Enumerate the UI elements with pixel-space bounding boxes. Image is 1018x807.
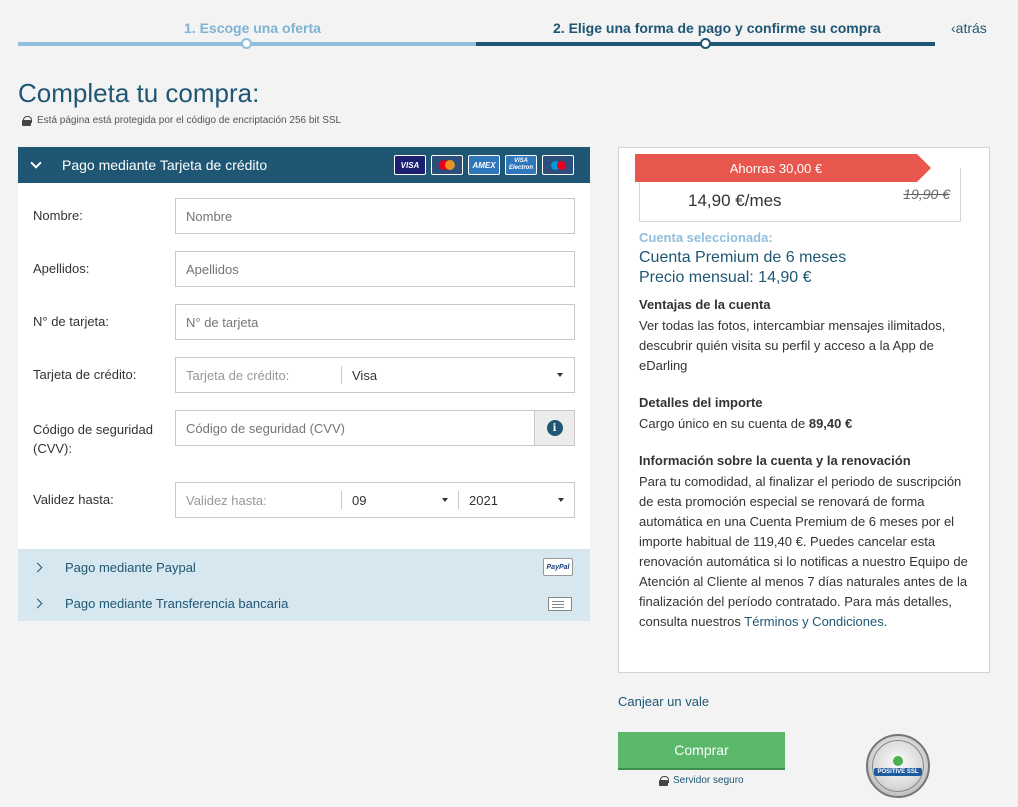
chevron-left-icon: ‹ [951,20,956,36]
checkout-progress: 1. Escoge una oferta 2. Elige una forma … [0,0,1018,60]
expiry-month-select[interactable]: 09 [342,483,458,517]
order-summary-panel: 14,90 €/mes 19,90 € Ahorras 30,00 € Cuen… [618,147,990,673]
renewal-info-text: Para tu comodidad, al finalizar el perio… [639,472,979,632]
ssl-note-text: Está página está protegida por el código… [37,115,342,126]
credit-card-section-title: Pago mediante Tarjeta de crédito [62,157,268,173]
renewal-info-body: Para tu comodidad, al finalizar el perio… [639,474,968,629]
nombre-label: Nombre: [33,208,83,223]
info-icon: i [546,420,563,436]
expiry-month-value: 09 [352,492,367,508]
payment-methods-panel: Pago mediante Tarjeta de crédito VISA AM… [18,147,590,621]
charge-amount: 89,40 € [808,416,853,431]
apellidos-input[interactable] [175,251,575,287]
card-number-label: N° de tarjeta: [33,314,110,329]
expiry-field: Validez hasta: 09 2021 [175,482,575,518]
card-logos: VISA AMEX VISA Electron [394,155,574,175]
price-current: 14,90 €/mes [688,191,782,210]
charge-details-title: Detalles del importe [639,395,763,410]
mastercard-logo-icon [431,155,463,175]
bank-transfer-section-header[interactable]: Pago mediante Transferencia bancaria [18,585,590,621]
nombre-input[interactable] [175,198,575,234]
caret-down-icon [442,498,448,502]
step-1-label: 1. Escoge una oferta [184,20,321,36]
terms-link[interactable]: Términos y Condiciones [744,614,884,629]
chevron-down-icon [30,157,42,169]
step-2-label: 2. Elige una forma de pago y confirme su… [553,20,881,36]
expiry-inner-label: Validez hasta: [186,492,267,508]
visa-electron-logo-icon: VISA Electron [505,155,537,175]
divider [341,366,342,384]
benefits-text: Ver todas las fotos, intercambiar mensaj… [639,318,946,373]
cvv-input[interactable] [176,411,531,445]
buy-button[interactable]: Comprar [618,732,785,770]
cvv-info-button[interactable]: i [534,411,574,445]
apellidos-label: Apellidos: [33,261,90,276]
expiry-year-value: 2021 [469,492,498,508]
back-link[interactable]: ‹atrás [951,20,987,36]
paypal-logo-icon: PayPal [543,558,573,576]
expiry-label: Validez hasta: [33,492,114,507]
chevron-right-icon [32,562,43,572]
lock-icon [22,115,32,126]
cvv-label: Código de seguridad (CVV): [33,422,153,456]
redeem-voucher-link[interactable]: Canjear un vale [618,694,710,709]
bank-transfer-icon [548,597,572,611]
credit-card-section-header[interactable]: Pago mediante Tarjeta de crédito VISA AM… [18,147,590,183]
caret-down-icon [557,373,563,377]
chevron-right-icon [32,598,43,608]
paypal-section-title: Pago mediante Paypal [65,559,196,575]
price-original: 19,90 € [903,186,950,202]
terms-suffix: . [883,614,888,629]
card-number-input[interactable] [175,304,575,340]
step-1-marker [241,38,252,49]
cvv-field: i [175,410,575,446]
card-type-label: Tarjeta de crédito: [33,367,137,382]
expiry-year-select[interactable]: 2021 [459,483,574,517]
caret-down-icon [558,498,564,502]
lock-icon [659,775,669,786]
card-type-inner-label: Tarjeta de crédito: [186,367,290,383]
selected-account-label: Cuenta seleccionada: [639,230,773,245]
renewal-info-title: Información sobre la cuenta y la renovac… [639,453,911,468]
back-link-label: atrás [955,20,987,36]
bank-transfer-section-title: Pago mediante Transferencia bancaria [65,595,289,611]
step-2-marker [700,38,711,49]
visa-logo-icon: VISA [394,155,426,175]
charge-details-prefix: Cargo único en su cuenta de [639,416,809,431]
plan-name: Cuenta Premium de 6 meses [639,249,847,266]
card-type-value: Visa [352,367,378,383]
secure-server-note: Servidor seguro [659,775,744,786]
plan-monthly-price: Precio mensual: 14,90 € [639,269,812,286]
positive-ssl-seal-icon: POSITIVE SSL [866,734,930,798]
benefits-title: Ventajas de la cuenta [639,297,771,312]
card-type-select[interactable]: Tarjeta de crédito: Visa [175,357,575,393]
amex-logo-icon: AMEX [468,155,500,175]
page-title: Completa tu compra: [18,78,260,108]
maestro-logo-icon [542,155,574,175]
secure-server-text: Servidor seguro [673,775,744,786]
charge-details-text: Cargo único en su cuenta de 89,40 € [639,414,979,434]
selected-plan: Cuenta Premium de 6 meses Precio mensual… [639,248,846,288]
ssl-note: Está página está protegida por el código… [22,115,341,126]
paypal-section-header[interactable]: Pago mediante Paypal PayPal [18,549,590,585]
savings-ribbon: Ahorras 30,00 € [635,154,931,182]
